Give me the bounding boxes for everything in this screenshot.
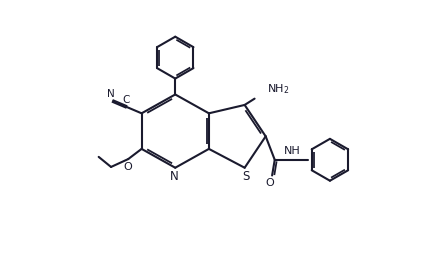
- Text: N: N: [108, 89, 115, 99]
- Text: NH: NH: [284, 146, 301, 156]
- Text: O: O: [265, 178, 274, 188]
- Text: N: N: [170, 170, 179, 183]
- Text: NH$_2$: NH$_2$: [267, 82, 289, 96]
- Text: C: C: [123, 95, 130, 105]
- Text: O: O: [123, 162, 132, 172]
- Text: S: S: [242, 170, 249, 183]
